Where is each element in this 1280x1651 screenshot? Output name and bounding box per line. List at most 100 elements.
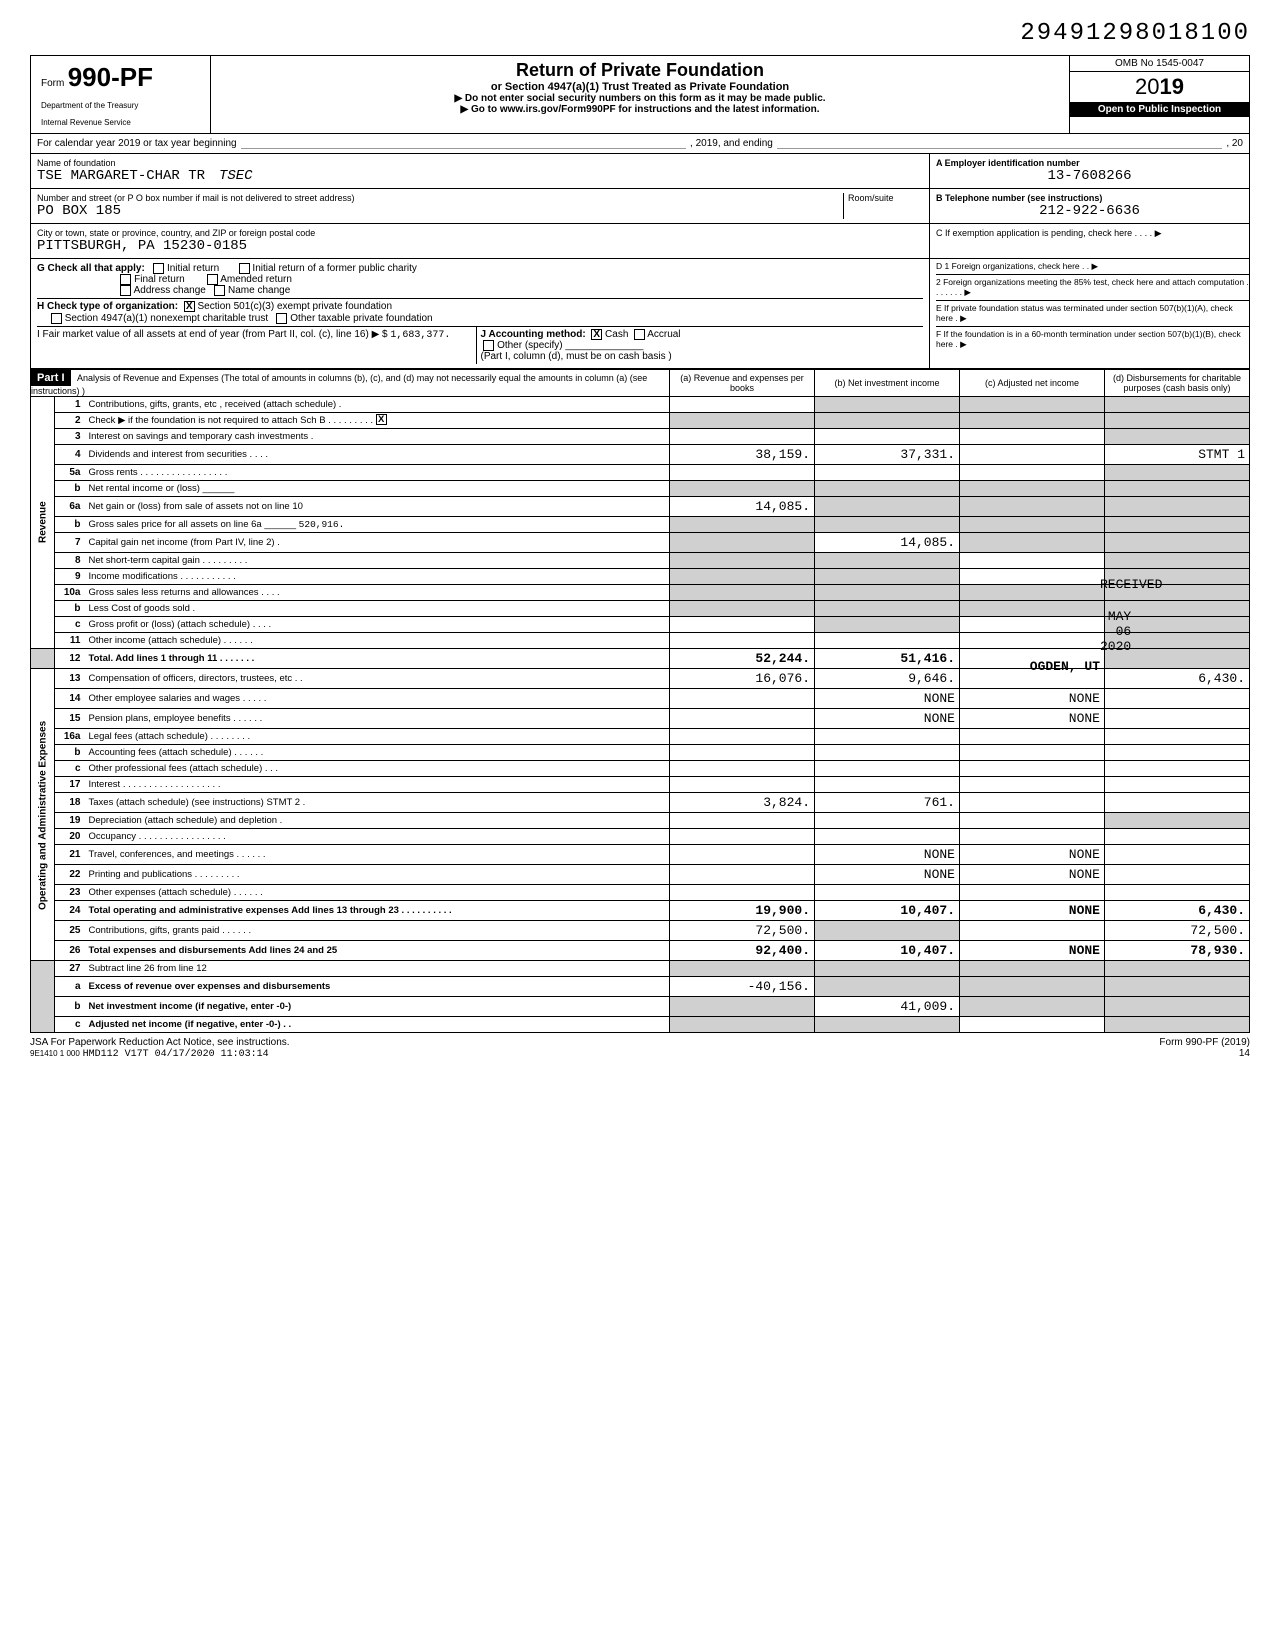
line-27a: Excess of revenue over expenses and disb… — [85, 977, 670, 997]
line-1: Contributions, gifts, grants, etc , rece… — [85, 396, 670, 412]
g-row: G Check all that apply: Initial return I… — [37, 263, 923, 296]
h-opt2: Section 4947(a)(1) nonexempt charitable … — [65, 313, 268, 324]
year-bold: 19 — [1160, 74, 1184, 99]
other-method-checkbox[interactable] — [483, 340, 494, 351]
col-b-header: (b) Net investment income — [815, 369, 960, 396]
amended-checkbox[interactable] — [207, 274, 218, 285]
line-20: Occupancy . . . . . . . . . . . . . . . … — [85, 829, 670, 845]
foundation-address: PO BOX 185 — [37, 203, 843, 219]
line-24: Total operating and administrative expen… — [85, 901, 670, 921]
line-16c: Other professional fees (attach schedule… — [85, 761, 670, 777]
form-id-box: Form 990-PF Department of the Treasury I… — [31, 56, 211, 133]
501c3-checkbox[interactable]: X — [184, 301, 195, 312]
l13-b: 9,646. — [815, 669, 960, 689]
f-label: F If the foundation is in a 60-month ter… — [936, 327, 1249, 352]
line-12: Total. Add lines 1 through 11 . . . . . … — [85, 649, 670, 669]
omb-box: OMB No 1545-0047 2019 Open to Public Ins… — [1069, 56, 1249, 133]
l4-d: STMT 1 — [1105, 445, 1250, 465]
foundation-name: TSE MARGARET-CHAR TR — [37, 168, 205, 184]
l6b-val: 520,916. — [299, 519, 345, 530]
line-18: Taxes (attach schedule) (see instruction… — [85, 793, 670, 813]
l14-b: NONE — [815, 689, 960, 709]
h-opt1: Section 501(c)(3) exempt private foundat… — [197, 302, 392, 313]
line-3: Interest on savings and temporary cash i… — [85, 429, 670, 445]
former-charity-checkbox[interactable] — [239, 263, 250, 274]
other-taxable-checkbox[interactable] — [276, 313, 287, 324]
phone-cell: B Telephone number (see instructions) 21… — [930, 189, 1249, 224]
title-box: Return of Private Foundation or Section … — [211, 56, 1069, 133]
line-8: Net short-term capital gain . . . . . . … — [85, 553, 670, 569]
g-opt-initial: Initial return — [167, 263, 219, 274]
l22-c: NONE — [960, 865, 1105, 885]
line-23: Other expenses (attach schedule) . . . .… — [85, 885, 670, 901]
l13-d: 6,430. — [1105, 669, 1250, 689]
public-inspection: Open to Public Inspection — [1070, 102, 1249, 117]
dln-number: 29491298018100 — [30, 20, 1250, 47]
g-opt-name: Name change — [228, 285, 290, 296]
schb-checkbox[interactable]: X — [376, 414, 387, 425]
phone-value: 212-922-6636 — [936, 203, 1243, 219]
d1-label: D 1 Foreign organizations, check here . … — [936, 259, 1249, 275]
l13-a: 16,076. — [670, 669, 815, 689]
l14-c: NONE — [960, 689, 1105, 709]
g-opt-amended: Amended return — [220, 274, 292, 285]
page-footer: JSA For Paperwork Reduction Act Notice, … — [30, 1037, 1250, 1060]
l26-d: 78,930. — [1105, 941, 1250, 961]
year-prefix: 20 — [1135, 74, 1159, 99]
line-27: Subtract line 26 from line 12 — [85, 961, 670, 977]
cash-checkbox[interactable]: X — [591, 329, 602, 340]
address-change-checkbox[interactable] — [120, 285, 131, 296]
line-2: Check ▶ if the foundation is not require… — [85, 412, 670, 428]
h-label: H Check type of organization: — [37, 302, 178, 313]
page-number: 14 — [1239, 1048, 1250, 1059]
accrual-checkbox[interactable] — [634, 329, 645, 340]
l24-a: 19,900. — [670, 901, 815, 921]
dept-line1: Department of the Treasury — [41, 101, 200, 110]
l12-a: 52,244. — [670, 649, 815, 669]
l6a-a: 14,085. — [670, 497, 815, 517]
l24-b: 10,407. — [815, 901, 960, 921]
g-opt-address: Address change — [134, 285, 206, 296]
foundation-name-cell: Name of foundation TSE MARGARET-CHAR TR … — [31, 154, 929, 189]
form-title: Return of Private Foundation — [215, 60, 1065, 81]
website-note: ▶ Go to www.irs.gov/Form990PF for instru… — [215, 104, 1065, 115]
l4-a: 38,159. — [670, 445, 815, 465]
entity-info: Name of foundation TSE MARGARET-CHAR TR … — [30, 154, 1250, 259]
l26-b: 10,407. — [815, 941, 960, 961]
foundation-name-handwritten: TSEC — [219, 168, 253, 184]
jsa-code: 9E1410 1 000 — [30, 1049, 80, 1058]
col-c-header: (c) Adjusted net income — [960, 369, 1105, 396]
calendar-prefix: For calendar year 2019 or tax year begin… — [37, 138, 237, 149]
exemption-label: C If exemption application is pending, c… — [936, 228, 1243, 239]
initial-return-checkbox[interactable] — [153, 263, 164, 274]
l26-a: 92,400. — [670, 941, 815, 961]
j-accrual: Accrual — [647, 329, 680, 340]
line-10a: Gross sales less returns and allowances … — [85, 585, 670, 601]
ein-value: 13-7608266 — [936, 168, 1243, 184]
line-15: Pension plans, employee benefits . . . .… — [85, 709, 670, 729]
name-label: Name of foundation — [37, 158, 923, 168]
l22-b: NONE — [815, 865, 960, 885]
form-header: Form 990-PF Department of the Treasury I… — [30, 55, 1250, 134]
4947a1-checkbox[interactable] — [51, 313, 62, 324]
tax-year: 2019 — [1070, 72, 1249, 102]
l15-b: NONE — [815, 709, 960, 729]
room-label: Room/suite — [848, 193, 923, 203]
l27a-a: -40,156. — [670, 977, 815, 997]
j-other: Other (specify) — [497, 340, 563, 351]
col-a-header: (a) Revenue and expenses per books — [670, 369, 815, 396]
l4-b: 37,331. — [815, 445, 960, 465]
dept-line2: Internal Revenue Service — [41, 118, 200, 127]
col-d-header: (d) Disbursements for charitable purpose… — [1105, 369, 1250, 396]
name-change-checkbox[interactable] — [214, 285, 225, 296]
line-17: Interest . . . . . . . . . . . . . . . .… — [85, 777, 670, 793]
g-opt-final: Final return — [134, 274, 185, 285]
line-14: Other employee salaries and wages . . . … — [85, 689, 670, 709]
calendar-end: , 20 — [1226, 138, 1243, 149]
final-return-checkbox[interactable] — [120, 274, 131, 285]
line-19: Depreciation (attach schedule) and deple… — [85, 813, 670, 829]
l18-b: 761. — [815, 793, 960, 813]
line-9: Income modifications . . . . . . . . . .… — [85, 569, 670, 585]
line-10b: Less Cost of goods sold . — [85, 601, 670, 617]
line-6a: Net gain or (loss) from sale of assets n… — [85, 497, 670, 517]
